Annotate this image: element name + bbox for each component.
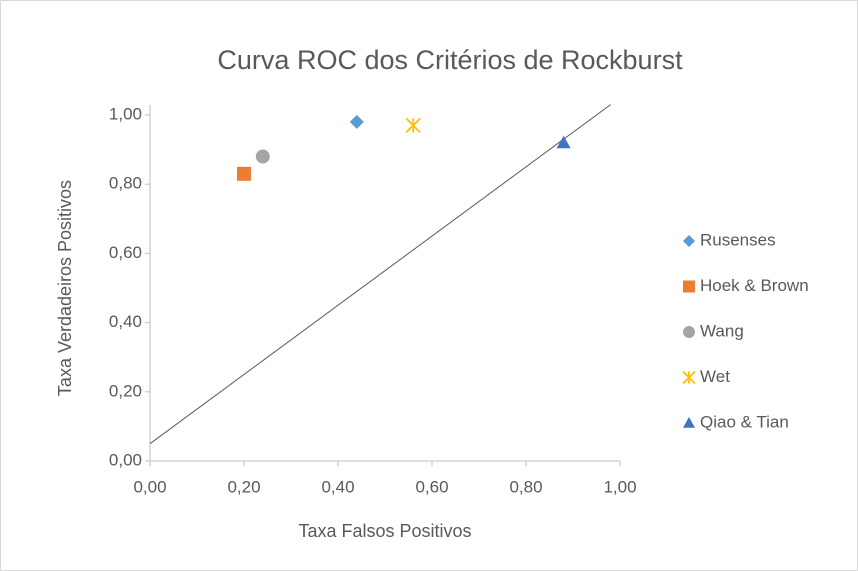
- marker-asterisk: [405, 117, 421, 134]
- y-tick-label: 0,00: [109, 450, 142, 469]
- marker-triangle: [683, 417, 695, 428]
- y-tick-label: 0,60: [109, 243, 142, 262]
- marker-diamond: [349, 114, 364, 129]
- marker-square: [683, 280, 695, 293]
- reference-line: [149, 104, 611, 445]
- y-tick-label: 0,40: [109, 312, 142, 331]
- chart-title: Curva ROC dos Critérios de Rockburst: [217, 45, 683, 75]
- y-axis-title: Taxa Verdadeiros Positivos: [55, 180, 75, 396]
- legend-label: Wang: [700, 321, 744, 340]
- legend-label: Rusenses: [700, 230, 776, 249]
- marker-circle: [255, 149, 270, 164]
- y-tick-label: 0,20: [109, 381, 142, 400]
- x-tick-label: 1,00: [603, 477, 636, 496]
- x-tick-label: 0,80: [509, 477, 542, 496]
- x-tick-label: 0,20: [227, 477, 260, 496]
- x-tick-label: 0,00: [133, 477, 166, 496]
- legend-label: Hoek & Brown: [700, 276, 809, 295]
- marker-asterisk: [682, 370, 696, 385]
- marker-diamond: [683, 235, 695, 247]
- legend-label: Qiao & Tian: [700, 412, 789, 431]
- y-tick-label: 0,80: [109, 174, 142, 193]
- y-tick-label: 1,00: [109, 104, 142, 123]
- x-tick-label: 0,40: [321, 477, 354, 496]
- marker-triangle: [556, 135, 571, 149]
- legend-label: Wet: [700, 367, 730, 386]
- marker-square: [237, 166, 251, 181]
- marker-circle: [683, 326, 695, 338]
- x-tick-label: 0,60: [415, 477, 448, 496]
- x-axis-title: Taxa Falsos Positivos: [298, 521, 471, 541]
